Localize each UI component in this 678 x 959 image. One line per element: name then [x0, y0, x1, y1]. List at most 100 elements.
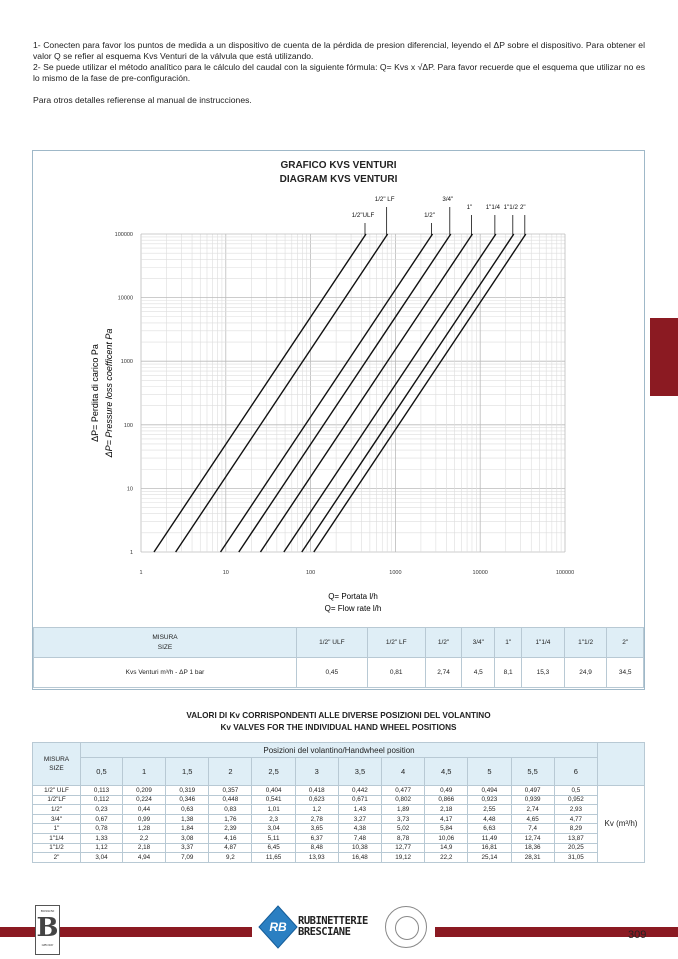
kv-value: 19,12	[380, 852, 426, 863]
size-cell: 1"1/2	[563, 627, 608, 658]
kv-value: 13,87	[553, 832, 599, 844]
kv-value: 6,63	[467, 823, 512, 834]
kv-value: 5,02	[380, 823, 426, 834]
kvs-value: 0,81	[366, 657, 426, 688]
kv-value: 0,357	[208, 785, 253, 796]
position-header: 1	[121, 757, 167, 786]
position-header: 5,5	[510, 757, 555, 786]
size-header-en: SIZE	[49, 765, 64, 772]
kv-value: 0,78	[80, 823, 123, 834]
footer-bar-right	[435, 927, 678, 937]
x-axis-label: Q= Portata l/h	[328, 592, 378, 601]
chart-title: GRAFICO KVS VENTURI	[280, 160, 397, 171]
kv-table-header-row: MISURA SIZE Posizioni del volantino/Handw…	[32, 742, 645, 786]
table-row: 1/2"LF 0,112 0,224 0,346 0,448 0,541 0,623 0,67…	[32, 794, 645, 806]
kv-value: 8,78	[380, 832, 426, 844]
kv-value: 4,16	[208, 832, 253, 844]
position-header: 0,5	[80, 757, 123, 786]
series-label: 1/2" LF	[375, 196, 395, 203]
kvs-value: 2,74	[424, 657, 463, 688]
kvs-venturi-chart: GRAFICO KVS VENTURI DIAGRAM KVS VENTURI …	[32, 150, 645, 690]
kv-value: 0,67	[80, 813, 123, 825]
kv-value: 0,623	[294, 794, 339, 806]
size-cell: 1"1/4	[521, 627, 565, 658]
series-line	[238, 233, 452, 553]
unit-header-blank	[597, 742, 645, 786]
kv-value: 31,05	[553, 852, 599, 863]
position-header: 2	[208, 757, 253, 786]
size-cell: 3/4"	[32, 813, 81, 825]
series-label: 1"1/4	[486, 204, 501, 211]
series-label: 1"	[467, 204, 473, 211]
kv-value: 0,5	[553, 785, 599, 796]
kv-value: 0,83	[208, 804, 253, 815]
kv-value: 12,74	[510, 832, 555, 844]
series-line	[219, 233, 434, 553]
series-line	[175, 233, 389, 553]
kv-value: 0,113	[80, 785, 123, 796]
y-tick-label: 100000	[115, 232, 133, 238]
size-header-it: MISURA	[152, 633, 178, 641]
intro-paragraph-2: 2- Se puede utilizar el método analítico…	[33, 62, 645, 83]
size-cell: 1"1/2	[32, 842, 81, 854]
series-label: 1/2"ULF	[352, 212, 375, 219]
kv-value: 0,477	[380, 785, 426, 796]
kv-value: 0,224	[121, 794, 167, 806]
kv-value: 0,49	[424, 785, 469, 796]
kv-value: 0,494	[467, 785, 512, 796]
size-header: MISURA SIZE	[33, 627, 297, 658]
chart-plot: 1 10 100 1000 10000 100000 1 10 100 1000 10000 1000…	[90, 196, 574, 613]
table-row: 2" 3,04 4,94 7,09 9,2 11,65 13,93 16,48 19,12 22,…	[32, 852, 645, 863]
kv-value: 2,39	[208, 823, 253, 834]
x-axis-label-en: Q= Flow rate l/h	[325, 604, 382, 613]
kv-value: 3,04	[80, 852, 123, 863]
kv-value: 1,76	[208, 813, 253, 825]
kv-value: 0,939	[510, 794, 555, 806]
position-group-header: Posizioni del volantino/Handwheel positi…	[80, 742, 598, 758]
kv-value: 0,319	[165, 785, 210, 796]
intro-paragraph-1: 1- Conecten para favor los puntos de med…	[33, 40, 645, 61]
kv-value: 0,404	[251, 785, 296, 796]
x-tick-label: 100	[306, 570, 315, 576]
kvs-table-header-row: MISURA SIZE 1/2" ULF 1/2" LF 1/2" 3/4" 1"…	[33, 627, 644, 658]
kv-value: 1,01	[251, 804, 296, 815]
kvs-value: 24,9	[563, 657, 608, 688]
kv-value: 0,63	[165, 804, 210, 815]
size-cell: 1/2"	[424, 627, 463, 658]
kv-value: 0,112	[80, 794, 123, 806]
kv-value: 0,442	[337, 785, 383, 796]
kv-value: 1,43	[337, 804, 383, 815]
logo-line-2: BRESCIANE	[298, 926, 351, 938]
kvs-value: 8,1	[494, 657, 523, 688]
x-tick-label: 10	[223, 570, 229, 576]
series-line	[259, 233, 474, 553]
page-number: 309	[628, 929, 647, 941]
kvs-value: 0,45	[296, 657, 368, 688]
size-cell: 3/4"	[461, 627, 496, 658]
size-cell: 1/2" ULF	[32, 785, 81, 796]
kv-value: 1,84	[165, 823, 210, 834]
table-row: 3/4" 0,67 0,99 1,38 1,76 2,3 2,78 3,27 3,73 4,17 4…	[32, 813, 645, 825]
kvs-table: MISURA SIZE 1/2" ULF 1/2" LF 1/2" 3/4" 1"…	[33, 627, 644, 688]
kv-value: 3,65	[294, 823, 339, 834]
chart-subtitle: DIAGRAM KVS VENTURI	[279, 174, 398, 185]
kvs-value: 4,5	[461, 657, 496, 688]
position-header: 3,5	[337, 757, 383, 786]
kv-value: 12,77	[380, 842, 426, 854]
position-header: 2,5	[251, 757, 296, 786]
kv-value: 0,541	[251, 794, 296, 806]
kv-value: 2,74	[510, 804, 555, 815]
iso-certification-seal	[385, 906, 427, 948]
kv-value: 5,84	[424, 823, 469, 834]
y-tick-label: 100	[124, 423, 133, 429]
series-line	[313, 233, 527, 553]
kv-value: 1,2	[294, 804, 339, 815]
position-header: 5	[467, 757, 512, 786]
kv-table-title: VALORI DI Kv CORRISPONDENTI ALLE DIVERSE…	[186, 711, 491, 720]
kv-value: 10,38	[337, 842, 383, 854]
size-cell: 1/2"LF	[32, 794, 81, 806]
kv-value: 3,08	[165, 832, 210, 844]
series-label: 1"1/2	[504, 204, 519, 211]
x-tick-label: 100000	[556, 570, 574, 576]
table-row: 1/2" ULF 0,113 0,209 0,319 0,357 0,404 0,418 0,…	[32, 785, 645, 863]
